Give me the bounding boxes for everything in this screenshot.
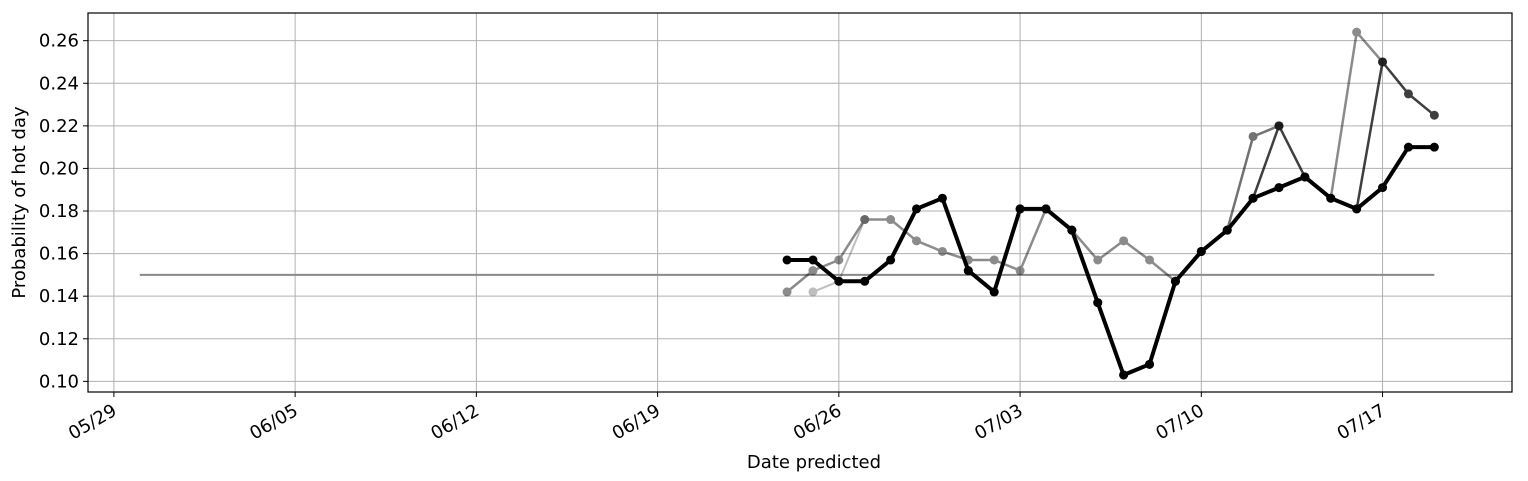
series-line (787, 145, 1435, 377)
series-5 (782, 142, 1439, 380)
data-point (1403, 89, 1413, 99)
data-point (886, 215, 896, 225)
y-tick-label: 0.16 (39, 244, 79, 265)
data-point (1378, 57, 1388, 67)
plot-area-frame (87, 12, 1513, 393)
data-point (1015, 266, 1025, 276)
data-point (1300, 172, 1310, 182)
data-point (1145, 359, 1155, 369)
data-point (808, 255, 818, 265)
data-point (886, 255, 896, 265)
y-tick-label: 0.18 (39, 201, 79, 222)
data-point (1119, 236, 1129, 246)
x-tick-label: 07/10 (1152, 400, 1207, 444)
x-tick-label: 06/12 (427, 400, 482, 444)
series-line (1225, 124, 1280, 231)
data-point (782, 255, 792, 265)
data-point (1429, 110, 1439, 120)
data-point (834, 276, 844, 286)
data-point (937, 246, 947, 256)
series-layer (782, 27, 1439, 380)
data-point (808, 266, 818, 276)
x-axis-ticks: 05/29 06/05 06/12 06/19 06/26 07/03 07/10 07/17 (65, 392, 1389, 444)
data-point (1041, 204, 1051, 214)
data-point (912, 236, 922, 246)
data-point (1429, 142, 1439, 152)
series-line (786, 30, 1384, 293)
data-point (1119, 370, 1129, 380)
y-tick-label: 0.10 (39, 371, 79, 392)
data-point (1248, 131, 1258, 141)
data-point (1196, 246, 1206, 256)
data-point (912, 204, 922, 214)
grid (88, 13, 1512, 392)
x-axis-label: Date predicted (747, 452, 881, 473)
data-point (1222, 225, 1232, 235)
y-tick-label: 0.12 (39, 329, 79, 350)
data-point (782, 287, 792, 297)
data-point (1145, 255, 1155, 265)
data-point (937, 193, 947, 203)
data-point (1015, 204, 1025, 214)
data-point (1093, 298, 1103, 308)
data-point (1274, 183, 1284, 193)
data-point (1403, 142, 1413, 152)
x-tick-label: 06/19 (609, 400, 664, 444)
x-tick-label: 06/05 (246, 400, 301, 444)
x-tick-label: 07/17 (1334, 400, 1389, 444)
data-point (1170, 276, 1180, 286)
data-point (1274, 121, 1284, 131)
data-point (989, 287, 999, 297)
y-tick-label: 0.26 (39, 31, 79, 52)
data-point (989, 255, 999, 265)
data-point (1378, 183, 1388, 193)
data-point (1093, 255, 1103, 265)
x-tick-label: 06/26 (790, 400, 845, 444)
y-tick-label: 0.14 (39, 286, 79, 307)
x-tick-label: 07/03 (971, 400, 1026, 444)
y-tick-label: 0.20 (39, 158, 79, 179)
data-point (860, 276, 870, 286)
data-point (860, 215, 870, 225)
y-axis-label: Probability of hot day (9, 106, 30, 299)
y-axis-ticks: 0.10 0.12 0.14 0.16 0.18 0.20 0.22 0.24 0.26 (39, 31, 88, 392)
y-tick-label: 0.24 (39, 73, 79, 94)
data-point (1352, 204, 1362, 214)
data-point (860, 215, 870, 225)
data-point (808, 287, 818, 297)
data-point (963, 266, 973, 276)
y-tick-label: 0.22 (39, 116, 79, 137)
data-point (1248, 193, 1258, 203)
data-point (834, 255, 844, 265)
data-point (1067, 225, 1077, 235)
x-tick-label: 05/29 (65, 400, 120, 444)
data-point (1326, 193, 1336, 203)
data-point (1352, 27, 1362, 37)
